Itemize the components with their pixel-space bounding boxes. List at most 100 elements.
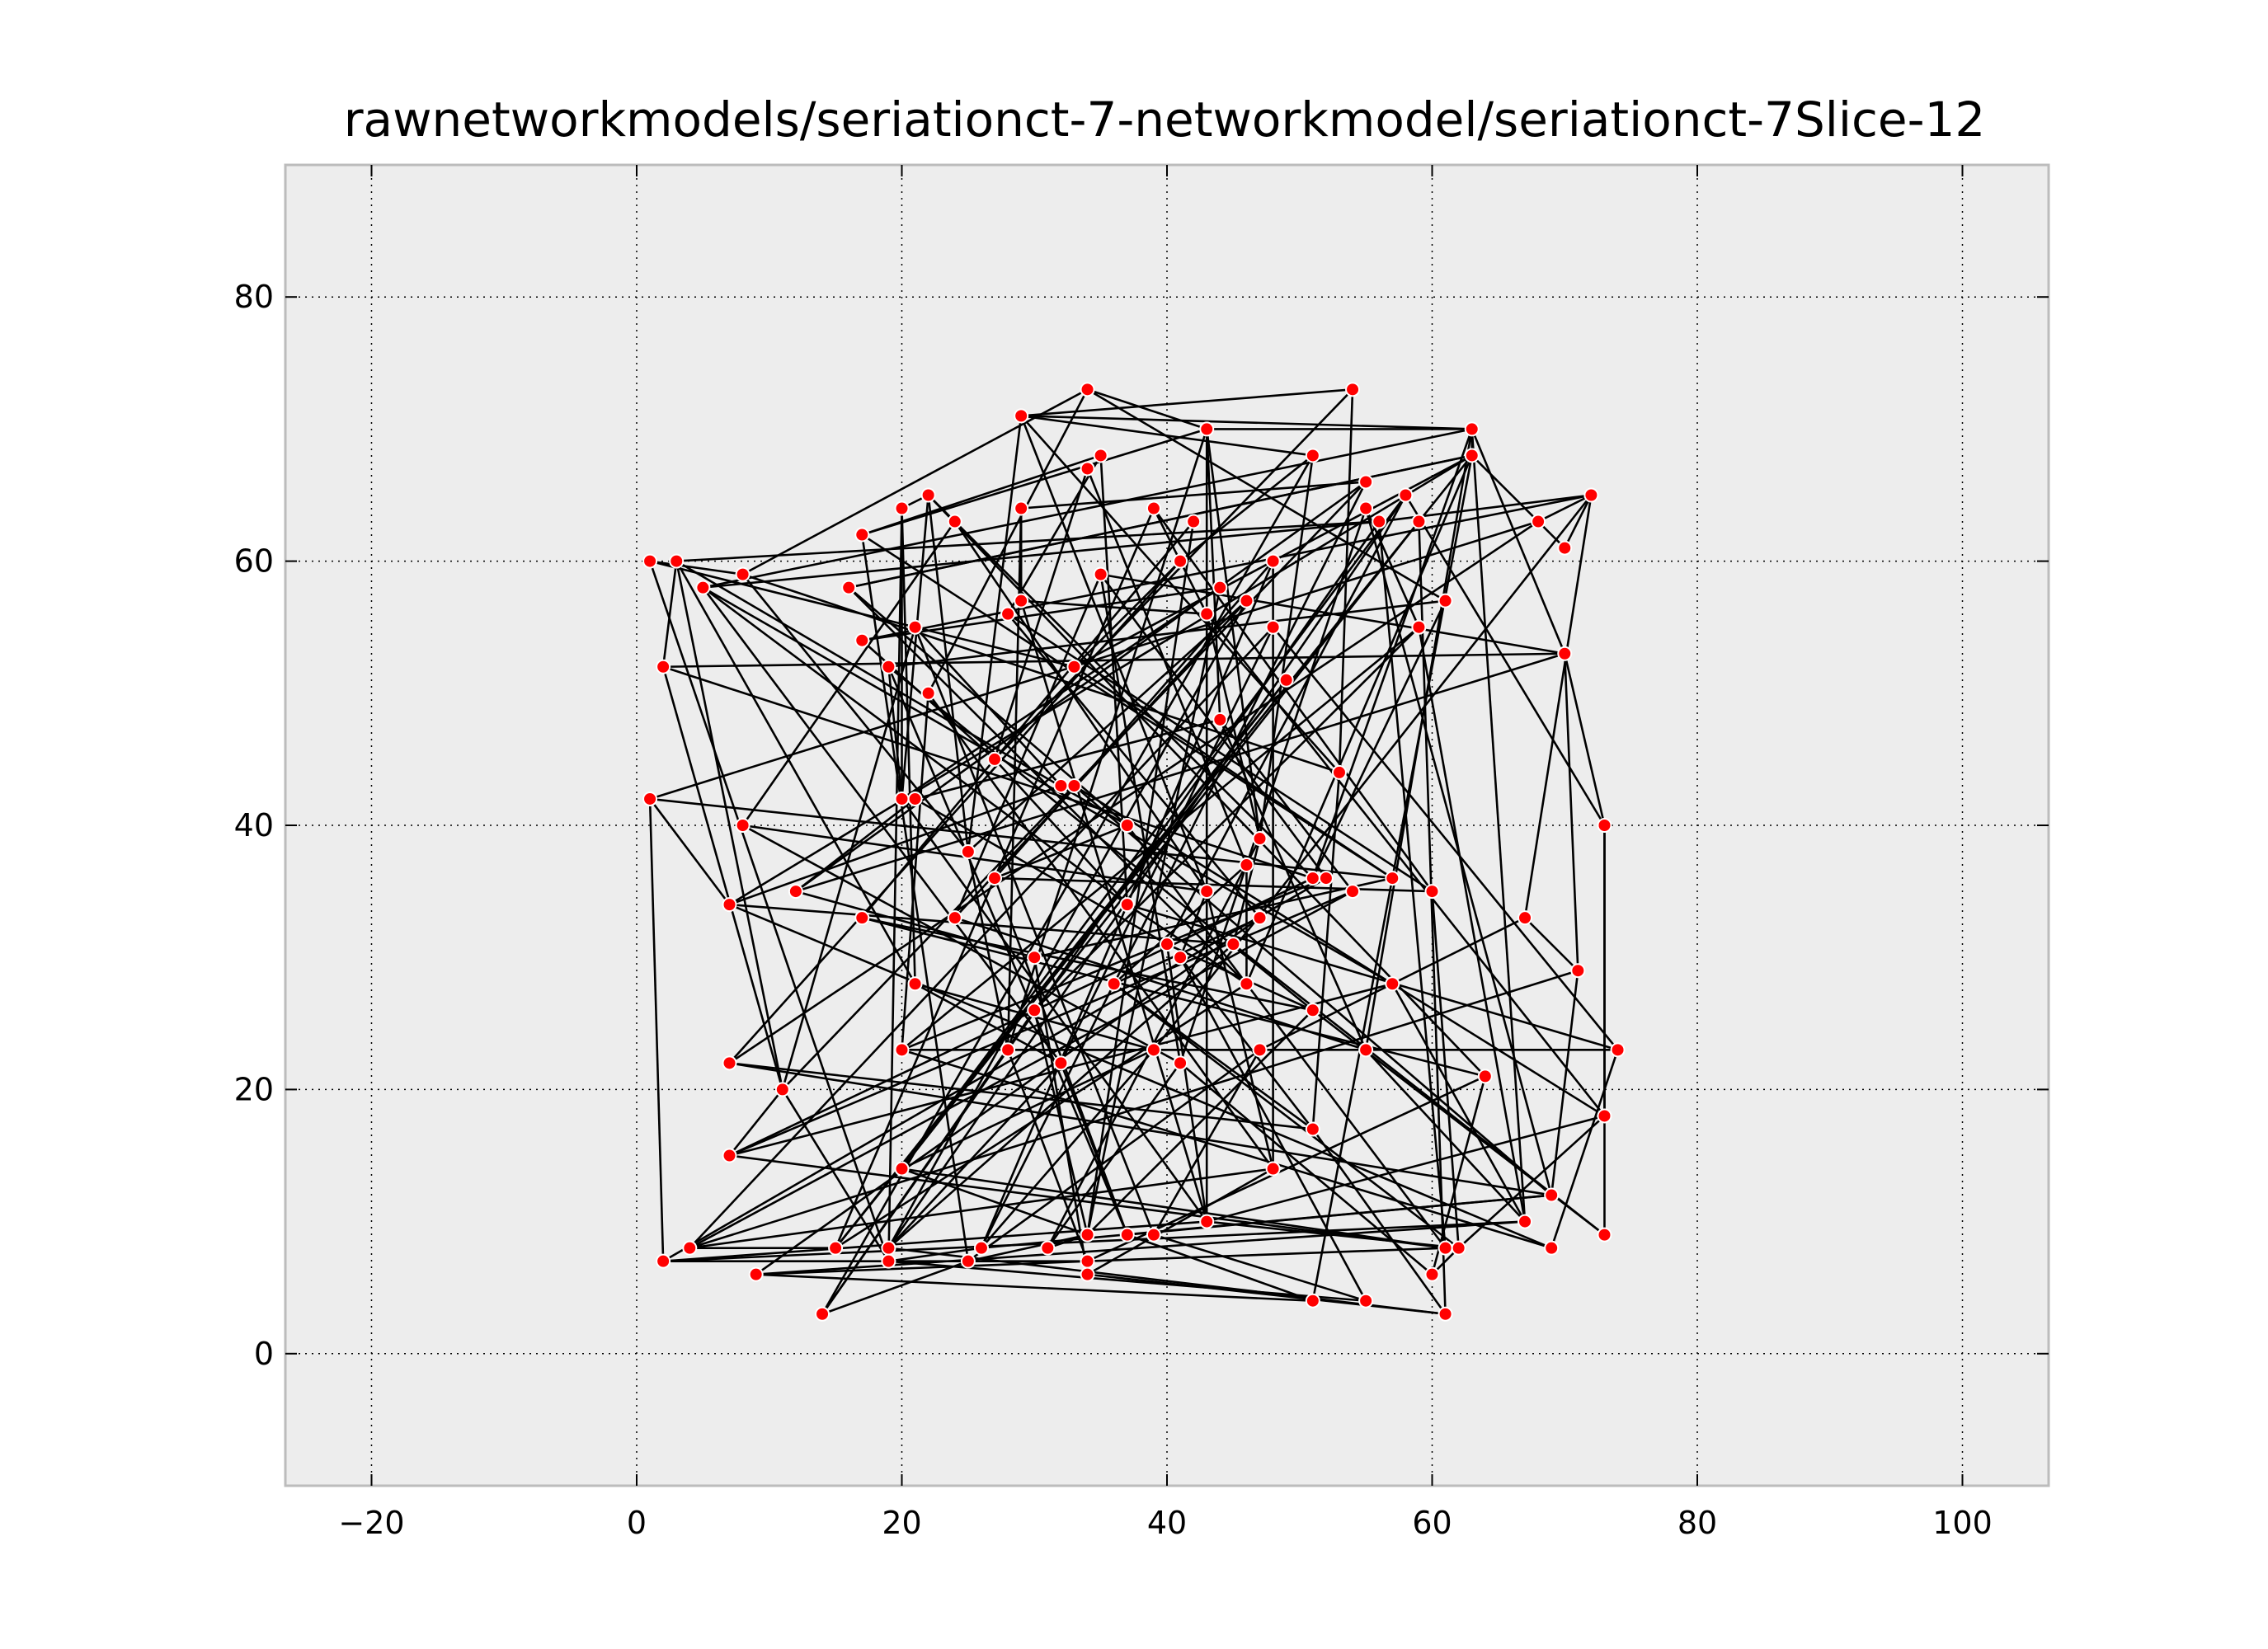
- network-node: [907, 619, 923, 635]
- network-node: [1318, 871, 1334, 886]
- network-node: [881, 1253, 896, 1269]
- network-node: [1358, 1293, 1374, 1308]
- network-edge: [901, 586, 1221, 801]
- network-edge: [1523, 495, 1593, 918]
- network-edge: [1047, 1062, 1182, 1249]
- network-node: [841, 580, 857, 595]
- network-node: [947, 514, 962, 529]
- network-node: [1119, 1227, 1135, 1243]
- network-edge: [953, 599, 1248, 919]
- network-node: [1398, 487, 1414, 503]
- network-node: [669, 553, 685, 569]
- network-node: [1173, 553, 1188, 569]
- network-edge: [1550, 1049, 1619, 1249]
- network-edge: [1153, 1233, 1367, 1302]
- network-node: [1212, 580, 1228, 595]
- x-tick-label: 20: [882, 1505, 921, 1541]
- network-edge: [1205, 429, 1221, 720]
- network-edge: [1524, 917, 1579, 972]
- network-node: [854, 632, 870, 648]
- network-edge: [729, 1154, 1446, 1249]
- network-node: [1080, 1266, 1095, 1282]
- network-node: [788, 884, 803, 900]
- network-edge: [1021, 388, 1353, 417]
- network-edge: [1087, 1273, 1446, 1316]
- network-node: [1199, 1214, 1215, 1229]
- network-edge: [1113, 916, 1261, 985]
- network-edge: [1086, 1009, 1314, 1236]
- network-node: [1345, 382, 1361, 397]
- network-node: [1597, 1227, 1612, 1243]
- network-edge: [1179, 454, 1314, 562]
- network-node: [1517, 910, 1533, 926]
- network-node: [1014, 593, 1029, 608]
- network-edge: [729, 890, 1353, 1157]
- network-edge: [1073, 784, 1606, 1117]
- network-edge: [1033, 626, 1420, 1012]
- axis-ticks: [285, 165, 2049, 1486]
- x-tick-label: 60: [1412, 1505, 1452, 1541]
- network-node: [1053, 778, 1069, 793]
- network-node: [1305, 448, 1320, 463]
- network-edge: [1311, 772, 1341, 1130]
- network-node: [1252, 1042, 1268, 1058]
- network-edge: [862, 916, 1314, 1012]
- network-edge: [649, 797, 1393, 880]
- network-node: [1080, 1227, 1095, 1243]
- network-node: [1464, 421, 1480, 437]
- network-node: [1080, 461, 1095, 477]
- network-edge: [981, 1194, 1552, 1249]
- network-node: [1411, 619, 1427, 635]
- network-edge: [702, 586, 1128, 906]
- network-node: [1411, 514, 1427, 529]
- network-node: [1146, 1042, 1161, 1058]
- network-edge: [861, 428, 1207, 536]
- network-node: [1610, 1042, 1626, 1058]
- network-edge: [1127, 903, 1618, 1051]
- network-node: [1093, 566, 1108, 582]
- network-edge: [741, 388, 1089, 576]
- network-edge: [1365, 1049, 1526, 1223]
- network-edge: [729, 903, 1552, 1249]
- network-node: [1173, 950, 1188, 965]
- network-edge: [1207, 1220, 1459, 1249]
- network-node: [1544, 1240, 1560, 1256]
- network-node: [1146, 1227, 1161, 1243]
- network-edge: [1377, 521, 1447, 1248]
- x-tick-label: 40: [1147, 1505, 1187, 1541]
- network-node: [1305, 871, 1320, 886]
- network-node: [695, 580, 711, 595]
- network-node: [1331, 764, 1347, 780]
- network-node: [960, 844, 976, 860]
- network-node: [1186, 514, 1202, 529]
- network-edge: [1219, 719, 1354, 892]
- network-edge: [1470, 428, 1566, 655]
- network-edge: [729, 1062, 1552, 1196]
- network-edge: [901, 1167, 1088, 1236]
- network-node: [1160, 937, 1174, 952]
- network-node: [987, 751, 1003, 767]
- network-node: [1000, 606, 1016, 622]
- network-edge: [967, 599, 1248, 853]
- network-node: [735, 818, 751, 833]
- network-node: [894, 791, 910, 806]
- network-edges: [648, 388, 1619, 1316]
- network-edge: [887, 600, 1248, 1249]
- network-edge: [1060, 627, 1274, 1064]
- network-edge: [663, 1220, 1207, 1262]
- network-node: [1252, 910, 1268, 926]
- network-edge: [901, 1049, 1155, 1170]
- x-tick-label: −20: [338, 1505, 404, 1541]
- network-node: [1239, 593, 1254, 608]
- network-node: [987, 871, 1003, 886]
- network-edge: [1166, 942, 1314, 1012]
- network-node: [920, 487, 936, 503]
- network-edge: [887, 943, 1235, 1249]
- network-edge: [901, 494, 1407, 1170]
- network-edge: [1019, 415, 1208, 892]
- network-node: [774, 1082, 790, 1097]
- network-edge: [662, 665, 1314, 880]
- network-edge: [661, 666, 784, 1090]
- network-node: [1557, 540, 1573, 556]
